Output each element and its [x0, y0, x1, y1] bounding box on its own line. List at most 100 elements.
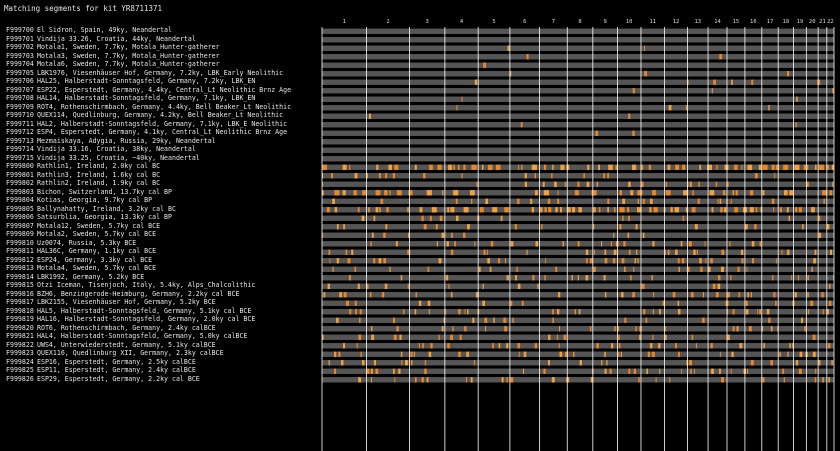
matching-segment	[322, 181, 323, 187]
matching-segment	[766, 309, 770, 315]
matching-segment	[545, 258, 546, 264]
matching-segment	[498, 343, 501, 349]
kit-code: F999826	[6, 374, 34, 383]
kit-description: ROT6, Rothenschirmbach, Germany, 2.4ky c…	[37, 323, 216, 332]
matching-segment	[770, 360, 773, 366]
matching-segment	[788, 215, 791, 221]
matching-segment	[740, 249, 744, 255]
matching-segment	[514, 224, 517, 230]
kit-code: F999802	[6, 179, 34, 187]
matching-segment	[686, 360, 688, 366]
matching-segment	[828, 343, 831, 349]
kit-track	[322, 181, 834, 187]
kit-code: F999805	[6, 204, 34, 213]
matching-segment	[601, 360, 603, 366]
matching-segment	[393, 317, 396, 323]
matching-segment	[614, 207, 616, 213]
kit-description: ESP29, Esperstedt, Germany, 2.2ky cal BC…	[37, 374, 200, 383]
matching-segment	[560, 164, 565, 170]
kit-description: ESP24, Germany, 3.3ky cal BCE	[37, 255, 153, 264]
matching-segment	[630, 275, 632, 281]
kit-track	[322, 249, 834, 255]
kit-track	[322, 300, 834, 306]
matching-segment	[777, 326, 779, 332]
matching-segment	[322, 164, 327, 170]
chromosome-label: 16	[750, 19, 757, 25]
matching-segment	[421, 377, 424, 383]
matching-segment	[789, 343, 791, 349]
matching-segment	[401, 360, 403, 366]
matching-segment	[498, 258, 501, 264]
matching-segment	[612, 258, 616, 264]
matching-segment	[642, 198, 645, 204]
matching-segment	[789, 190, 793, 196]
matching-segment	[687, 79, 689, 85]
matching-segment	[443, 317, 445, 323]
kit-row-label: F999713 Mezmaiskaya, Adygia, Russia, 29ky…	[6, 137, 318, 146]
matching-segment	[665, 181, 667, 187]
matching-segment	[818, 215, 821, 221]
chromosome-label: 1	[342, 19, 346, 25]
chromosome-label: 15	[732, 19, 740, 25]
matching-segment	[421, 215, 424, 221]
kit-row-label: F999809 Motala2, Sweden, 5.7ky cal BCE	[6, 230, 318, 239]
matching-segment	[442, 190, 444, 196]
kit-track	[322, 207, 834, 213]
matching-segment	[783, 164, 789, 170]
kit-row-label: F999826 ESP29, Esperstedt, Germany, 2.2ky…	[6, 375, 318, 384]
matching-segment	[339, 292, 343, 298]
matching-segment	[617, 326, 620, 332]
matching-segment	[737, 266, 740, 272]
matching-segment	[804, 326, 806, 332]
matching-segment	[659, 309, 661, 315]
matching-segment	[709, 190, 715, 196]
matching-segment	[818, 360, 821, 366]
matching-segment	[370, 368, 373, 374]
kit-description: BZH6, Benzingerode-Heimburg, Germany, 2.…	[37, 289, 240, 298]
matching-segment	[357, 207, 360, 213]
matching-segment	[603, 173, 605, 179]
matching-segment	[400, 351, 403, 357]
kit-row-label: F999708 HAL14, Halberstadt-Sonntagsfeld, …	[6, 94, 318, 103]
matching-segment	[509, 71, 512, 77]
matching-segment	[607, 207, 609, 213]
matching-segment	[677, 300, 680, 306]
matching-segment	[618, 351, 620, 357]
matching-segment	[510, 241, 514, 247]
matching-segment	[504, 207, 509, 213]
chromosome-header: 1 2 3 4 5 6 7 8 9 10 11 12 13 14 15 16 17 18 19 20 21 22	[0, 16, 840, 26]
matching-segment	[787, 249, 790, 255]
matching-segment	[388, 164, 392, 170]
kit-code: F999819	[6, 315, 34, 323]
matching-segment	[691, 207, 696, 213]
matching-segment	[489, 266, 492, 272]
matching-segment	[734, 164, 738, 170]
matching-segment	[456, 215, 459, 221]
matching-segment	[436, 241, 438, 247]
matching-segment	[328, 360, 330, 366]
matching-segment	[353, 190, 357, 196]
matching-segment	[795, 360, 799, 366]
matching-segment	[632, 130, 635, 136]
matching-segment	[543, 164, 546, 170]
matching-segment	[435, 224, 438, 230]
matching-segment	[798, 368, 802, 374]
matching-segment	[755, 207, 758, 213]
matching-segment	[732, 326, 735, 332]
matching-segment	[552, 317, 554, 323]
matching-segment	[694, 224, 698, 230]
matching-segment	[322, 173, 323, 179]
matching-segment	[610, 241, 612, 247]
matching-segment	[705, 258, 707, 264]
matching-segment	[768, 317, 771, 323]
matching-segment	[394, 377, 396, 383]
matching-segment	[444, 309, 447, 315]
matching-segment	[332, 266, 334, 272]
matching-segment	[623, 241, 626, 247]
kit-description: QUEX114, Quedlinburg, Germany, 4.2ky, Be…	[37, 111, 284, 119]
matching-segment	[799, 351, 803, 357]
matching-segment	[492, 207, 498, 213]
matching-segment	[573, 351, 575, 357]
matching-segment	[719, 198, 722, 204]
matching-segment	[683, 190, 689, 196]
